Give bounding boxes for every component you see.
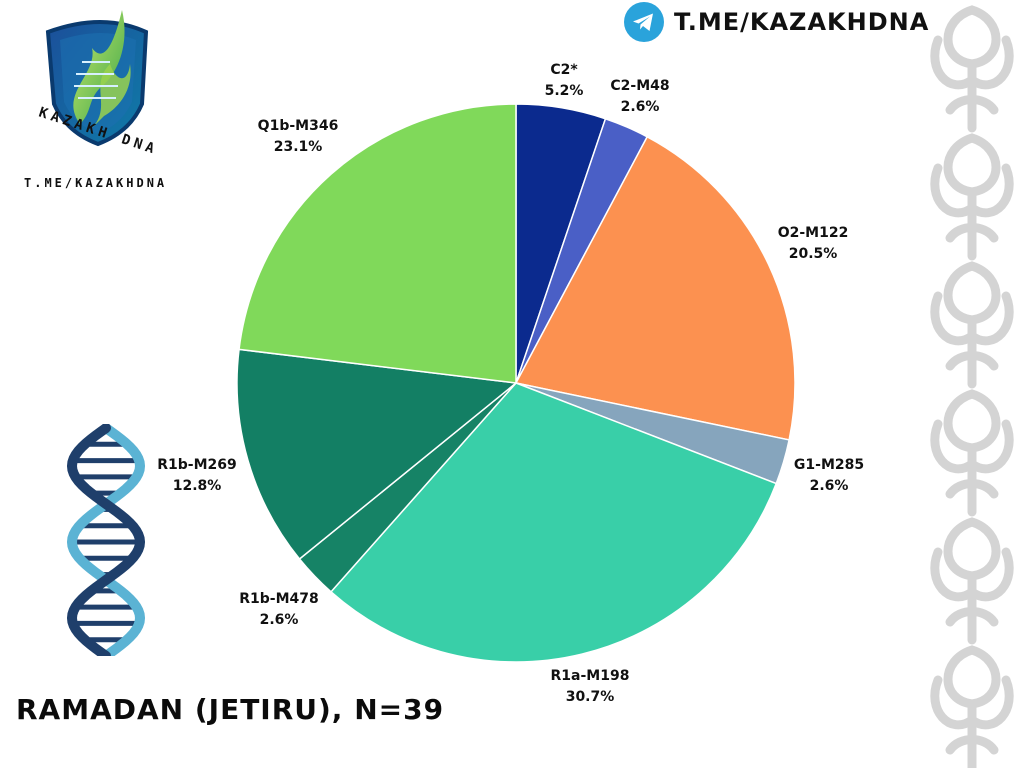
slice-name: R1b-M269 [157,457,237,473]
slice-value: 2.6% [259,612,299,628]
logo-caption: T.ME/KAZAKHDNA [24,176,168,190]
pie-slice-r1b-m269 [236,348,518,561]
chart-title: RAMADAN (JETIRU), N=39 [16,693,445,726]
slice-name: R1b-M478 [239,591,319,607]
pie-slice-r1a-m198 [329,382,778,663]
kazakh-dna-logo: KAZAKH DNA T.ME/KAZAKHDNA [18,4,188,194]
dna-icon [66,424,146,656]
slice-label: G1-M285 2.6% [794,455,864,497]
slice-label: R1a-M198 30.7% [551,666,630,708]
slice-name: G1-M285 [793,457,865,473]
slice-value: 12.8% [172,478,222,494]
slice-label: Q1b-M346 23.1% [258,116,339,158]
slice-label: C2* 5.2% [545,60,584,102]
slice-name: O2-M122 [777,225,849,241]
slice-value: 5.2% [544,83,584,99]
pie-slice-o2-m122 [514,135,796,441]
slice-name: C2-M48 [610,78,670,94]
slice-name: R1a-M198 [550,668,630,684]
slice-label: R1b-M269 12.8% [157,455,237,497]
slice-value: 2.6% [809,478,849,494]
slice-value: 20.5% [788,246,838,262]
slice-value: 23.1% [273,139,323,155]
shield-dna-icon: KAZAKH DNA [37,10,160,158]
pie-slice-q1b-m346 [238,103,517,384]
slice-value: 2.6% [620,99,660,115]
slice-label: O2-M122 20.5% [778,223,849,265]
slice-label: C2-M48 2.6% [610,76,669,118]
slice-value: 30.7% [565,689,615,705]
telegram-icon [624,2,664,42]
slice-name: Q1b-M346 [257,118,339,134]
slice-name: C2* [550,62,578,78]
slice-label: R1b-M478 2.6% [239,589,319,631]
telegram-text: T.ME/KAZAKHDNA [674,8,930,36]
ornament-strip [930,5,1014,768]
telegram-link[interactable]: T.ME/KAZAKHDNA [624,2,929,42]
